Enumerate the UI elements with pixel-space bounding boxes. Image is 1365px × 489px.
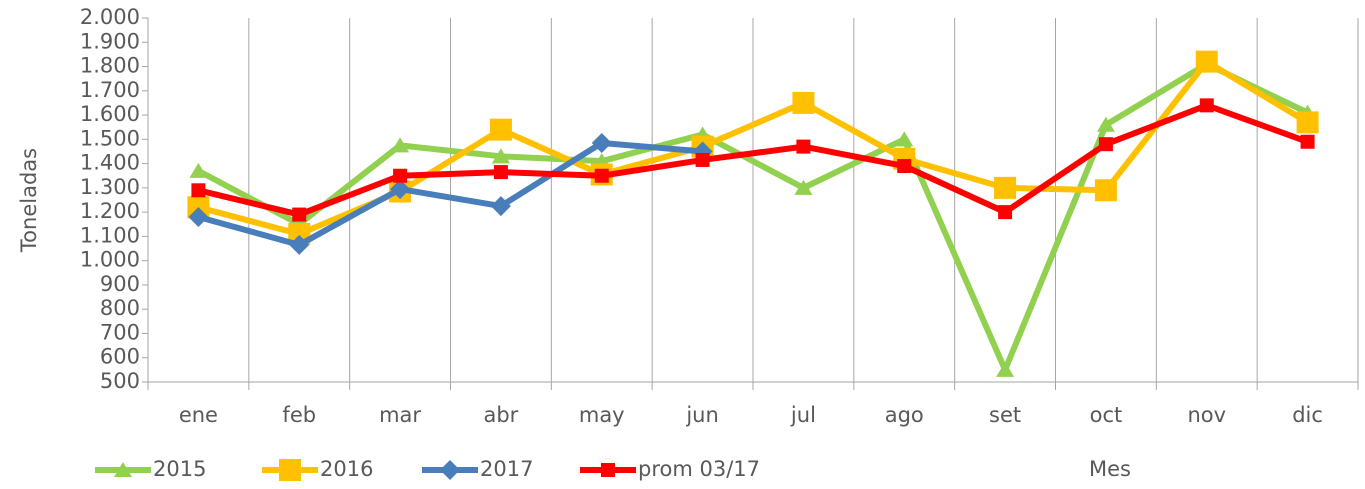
data-point [1296,111,1319,134]
x-tick-label: feb [282,403,316,427]
x-tick-label: mar [379,403,421,427]
x-tick-label: set [989,403,1021,427]
data-point [1300,134,1315,149]
data-point [1094,179,1117,202]
y-tick-label: 1.400 [80,151,140,175]
legend-marker [279,459,301,481]
data-point [191,183,206,198]
data-point [390,179,411,200]
y-tick-label: 1.500 [80,126,140,150]
y-tick-label: 1.300 [80,175,140,199]
x-tick-label: oct [1090,403,1123,427]
legend-marker [114,462,132,477]
data-point [189,162,208,178]
data-point [1096,116,1115,132]
data-point [695,152,710,167]
y-tick-label: 500 [100,369,140,393]
y-tick-label: 1.900 [80,29,140,53]
data-point [996,361,1015,377]
x-tick-label: ene [179,403,218,427]
data-point [1098,137,1113,152]
y-tick-label: 1.700 [80,78,140,102]
data-point [792,91,815,114]
y-axis-label: Toneladas [17,148,41,253]
data-point [188,206,209,227]
data-point [292,207,307,222]
data-point [393,168,408,183]
x-tick-label: jun [685,403,718,427]
data-point [1199,98,1214,113]
data-point [489,118,512,141]
data-point [897,159,912,174]
x-tick-label: abr [483,403,518,427]
x-tick-label: nov [1187,403,1226,427]
data-point [591,132,612,153]
data-point [493,165,508,180]
y-tick-label: 800 [100,296,140,320]
data-point [994,176,1017,199]
data-point [594,168,609,183]
data-point [491,148,510,164]
y-tick-label: 2.000 [80,5,140,29]
data-point [794,179,813,195]
legend-label: 2015 [153,457,206,481]
data-point [391,137,410,153]
y-tick-label: 1.200 [80,199,140,223]
data-point [895,131,914,147]
y-tick-label: 900 [100,272,140,296]
x-tick-label: dic [1292,403,1323,427]
data-point [796,139,811,154]
data-point [289,234,310,255]
series-line [197,139,703,248]
y-tick-label: 700 [100,320,140,344]
series-line [197,102,1309,218]
x-tick-label: jul [790,403,816,427]
x-tick-label: may [579,403,625,427]
legend-label: prom 03/17 [638,457,760,481]
data-point [1195,50,1218,73]
legend-marker [601,463,615,477]
y-tick-label: 600 [100,345,140,369]
y-tick-label: 1.600 [80,102,140,126]
legend-label: 2016 [320,457,373,481]
data-point [998,205,1013,220]
y-tick-label: 1.100 [80,223,140,247]
legend-label: 2017 [480,457,533,481]
series-line [197,61,1309,373]
data-point [490,196,511,217]
x-axis-label: Mes [1089,457,1131,481]
y-tick-label: 1.000 [80,248,140,272]
legend-marker [440,460,460,480]
x-tick-label: ago [885,403,924,427]
y-tick-label: 1.800 [80,54,140,78]
